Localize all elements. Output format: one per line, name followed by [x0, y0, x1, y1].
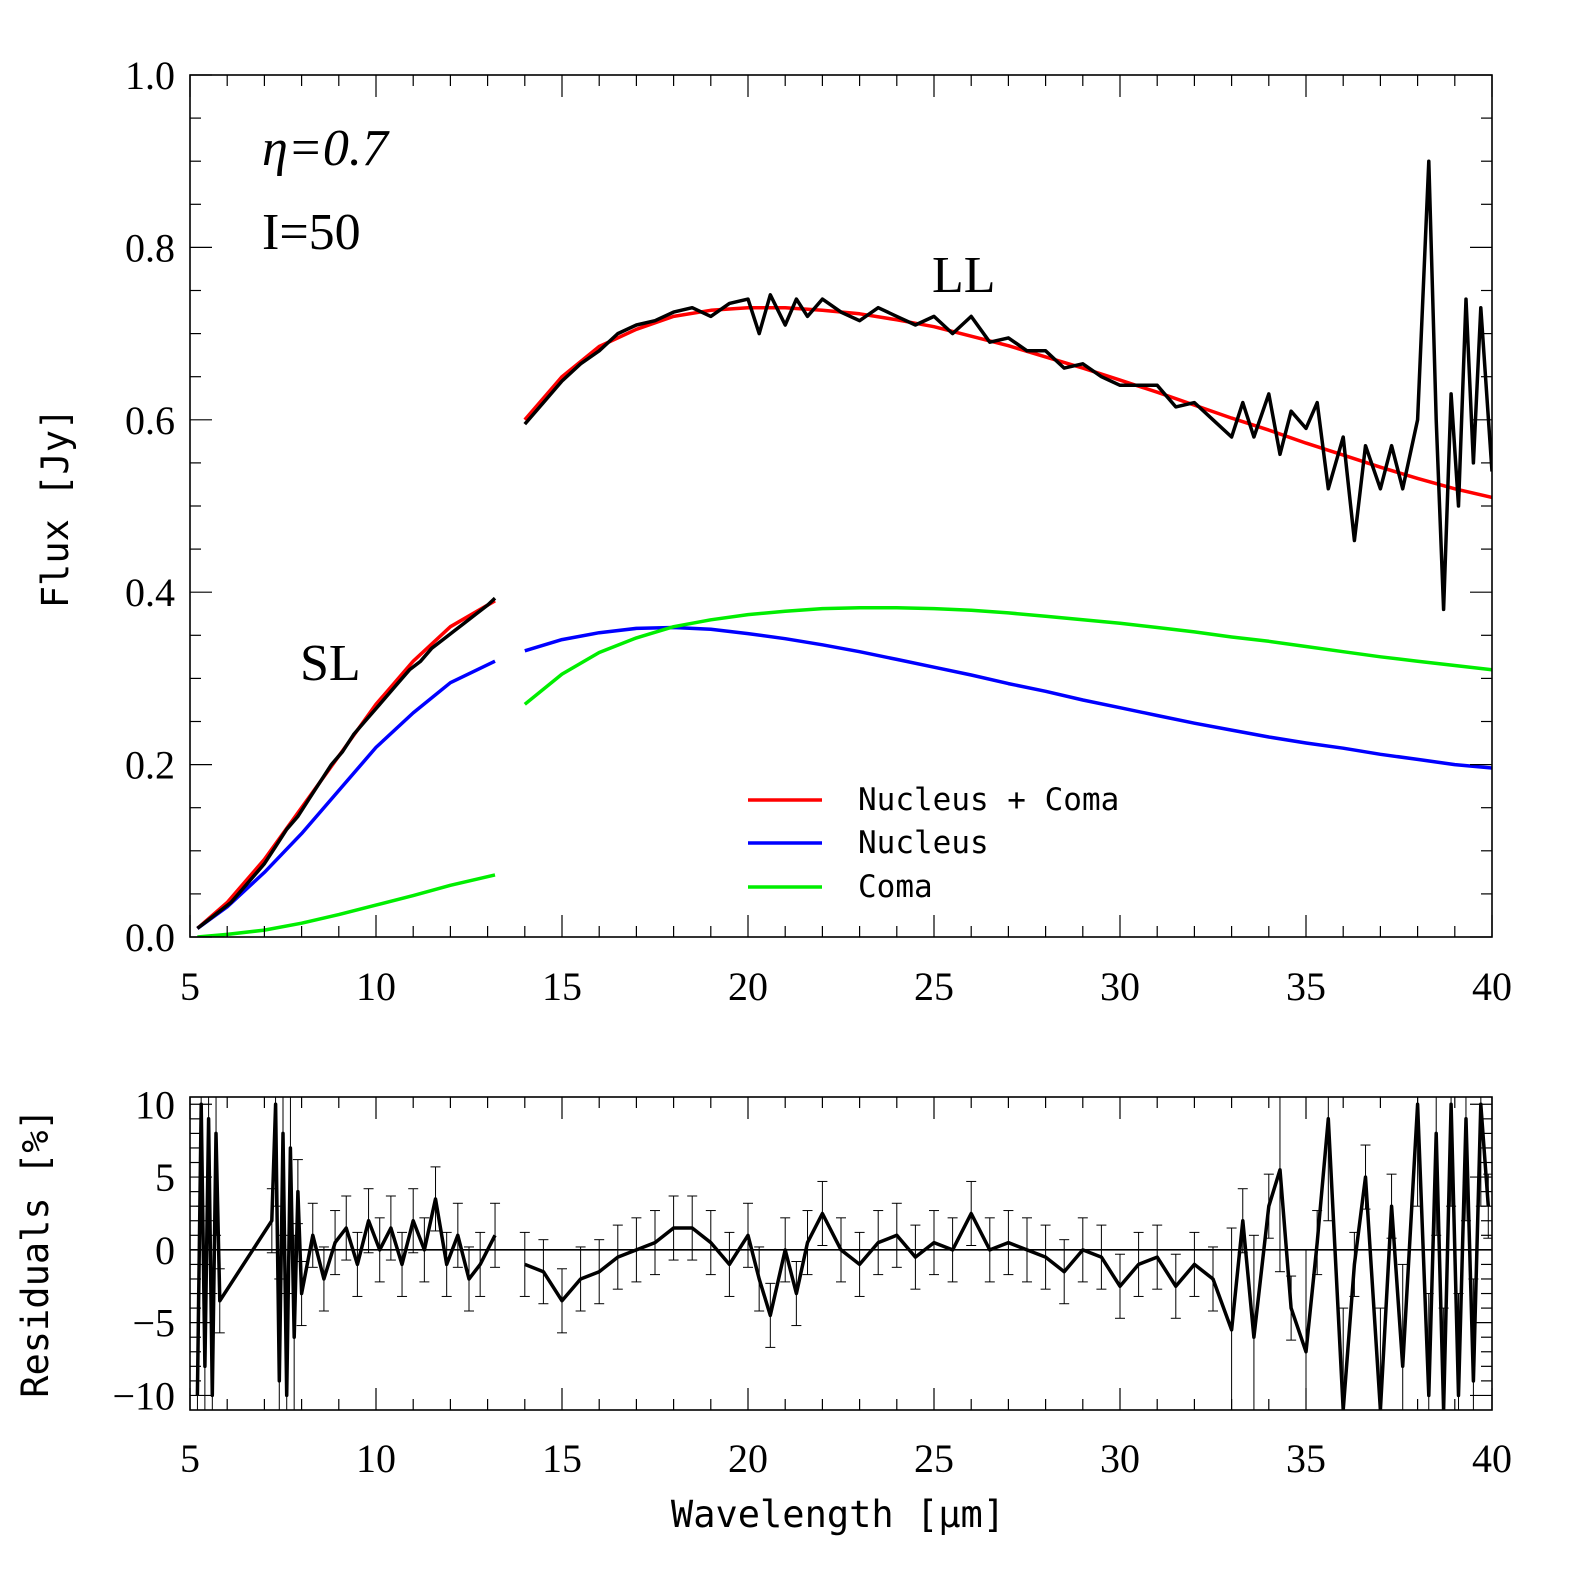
x-tick-label: 15: [542, 1436, 582, 1481]
y-tick-label: 0.8: [125, 225, 175, 270]
legend-label-coma: Coma: [858, 869, 933, 905]
observed-spectrum-line-0: [196, 596, 497, 930]
y-tick-label: 0.4: [125, 570, 175, 615]
x-tick-label: 25: [914, 964, 954, 1009]
flux-y-axis-label: Flux [Jy]: [34, 408, 77, 608]
nucleus-line-0: [196, 659, 496, 930]
residuals-ticks: 5 10 15 20 25 30 35 40 10 5 0 −5 −10: [112, 1082, 1512, 1481]
flux-plot-area: [196, 159, 1492, 937]
legend-label-nucleus: Nucleus: [858, 825, 989, 861]
x-tick-label: 20: [728, 1436, 768, 1481]
y-tick-label: 10: [135, 1082, 175, 1127]
y-tick-label: 0.6: [125, 398, 175, 443]
y-tick-label: 0.0: [125, 915, 175, 960]
x-tick-label: 15: [542, 964, 582, 1009]
observed-spectrum-line-1: [523, 159, 1492, 612]
flux-ticks: 5 10 15 20 25 30 35 40 0.0 0.2 0.4 0.6 0.8 1.0: [125, 53, 1512, 1009]
eta-annotation: η=0.7: [262, 120, 390, 177]
residuals-series-group: [190, 1097, 1492, 1410]
x-tick-label: 40: [1472, 1436, 1512, 1481]
residuals-line-1: [524, 1102, 1491, 1410]
x-tick-label: 30: [1100, 964, 1140, 1009]
x-tick-label: 5: [180, 964, 200, 1009]
coma-line-1: [523, 605, 1492, 706]
ll-annotation: LL: [932, 247, 996, 304]
y-tick-label: 1.0: [125, 53, 175, 98]
residuals-panel: 5 10 15 20 25 30 35 40 10 5 0 −5 −10 Residuals [%] W…: [14, 1082, 1512, 1536]
x-tick-label: 10: [356, 964, 396, 1009]
y-tick-label: 0.2: [125, 743, 175, 788]
x-tick-label: 20: [728, 964, 768, 1009]
residuals-plot-frame: [189, 1096, 1493, 1411]
x-tick-label: 10: [356, 1436, 396, 1481]
x-axis-label: Wavelength [μm]: [671, 1493, 1005, 1536]
x-tick-label: 35: [1286, 964, 1326, 1009]
nucleus-line-1: [524, 625, 1492, 770]
x-tick-label: 25: [914, 1436, 954, 1481]
x-tick-label: 5: [180, 1436, 200, 1481]
flux-plot-frame: [189, 74, 1493, 938]
inclination-annotation: I=50: [262, 204, 361, 261]
y-tick-label: 5: [155, 1155, 175, 1200]
y-tick-label: −5: [132, 1301, 175, 1346]
nucleus-coma-line-1: [523, 305, 1492, 500]
residuals-y-axis-label: Residuals [%]: [14, 1108, 57, 1398]
x-tick-label: 40: [1472, 964, 1512, 1009]
y-tick-label: 0: [155, 1228, 175, 1273]
flux-panel: 5 10 15 20 25 30 35 40 0.0 0.2 0.4 0.6 0.8 1.0 Flux […: [34, 53, 1512, 1009]
x-tick-label: 30: [1100, 1436, 1140, 1481]
x-tick-label: 35: [1286, 1436, 1326, 1481]
coma-line-0: [197, 873, 496, 937]
sl-annotation: SL: [300, 635, 361, 692]
y-tick-label: −10: [112, 1373, 175, 1418]
flux-series-group: [196, 159, 1492, 937]
legend-label-nucleus-coma: Nucleus + Coma: [858, 782, 1119, 818]
legend: Nucleus + Coma Nucleus Coma: [748, 782, 1119, 905]
residuals-plot-area: [190, 1097, 1492, 1410]
